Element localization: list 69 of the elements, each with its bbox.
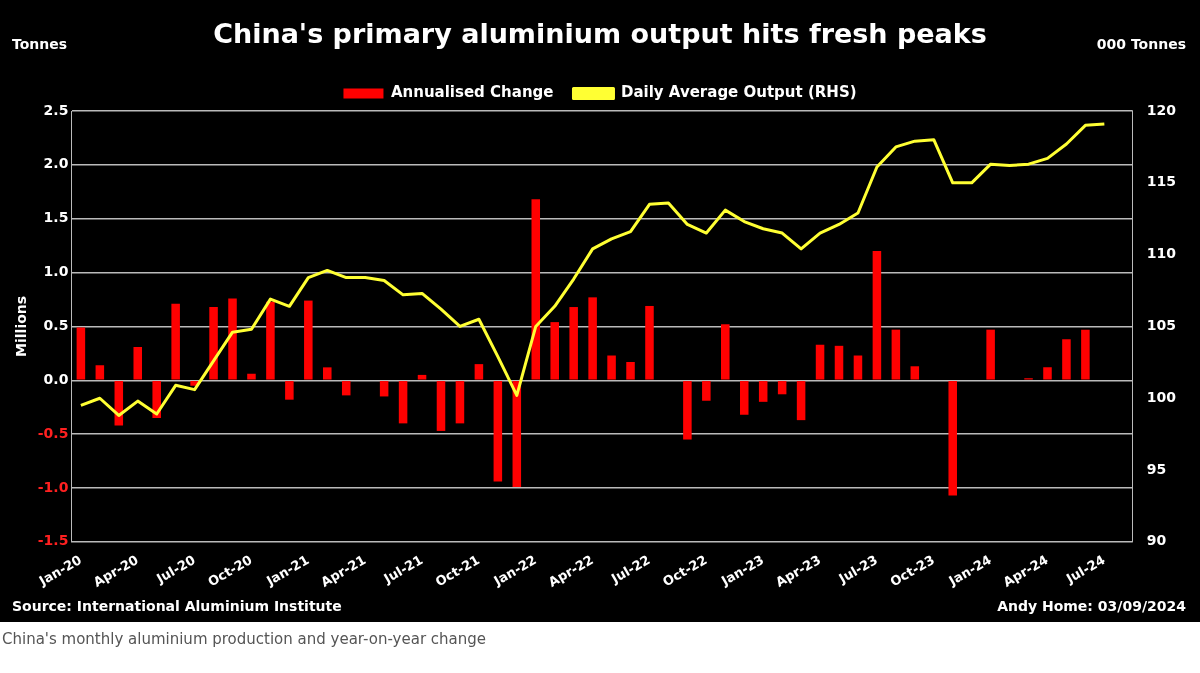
- bar: [702, 381, 711, 401]
- y-tick-label: -1.5: [37, 532, 69, 549]
- bar: [398, 381, 408, 424]
- source-note: Source: International Aluminium Institute: [12, 598, 342, 614]
- bar: [796, 381, 806, 421]
- y2-tick-label: 110: [1146, 245, 1177, 262]
- y-tick-label: 2.5: [43, 101, 69, 118]
- y-tick-label: -0.5: [37, 424, 69, 441]
- chart-title: China's primary aluminium output hits fresh peaks: [213, 18, 987, 49]
- bar: [645, 305, 654, 380]
- bar: [417, 374, 427, 380]
- bar: [474, 364, 484, 380]
- bar: [1081, 329, 1090, 380]
- bar: [626, 361, 635, 380]
- y2-axis-title: 000 Tonnes: [1096, 36, 1186, 52]
- bar: [493, 381, 503, 482]
- bar: [853, 355, 863, 380]
- y2-tick-label: 95: [1146, 460, 1167, 477]
- y-tick-label: -1.0: [37, 478, 69, 495]
- bar: [171, 303, 180, 380]
- y-tick-label: 1.5: [43, 209, 69, 226]
- bar: [1043, 367, 1052, 380]
- bar: [986, 329, 995, 380]
- bar: [550, 322, 559, 380]
- bar: [1062, 339, 1071, 380]
- bar: [531, 199, 541, 380]
- bar: [76, 327, 86, 380]
- bar: [815, 344, 825, 380]
- bar: [247, 373, 256, 380]
- bar: [872, 251, 882, 380]
- bar: [228, 298, 237, 380]
- legend-label: Annualised Change: [390, 83, 554, 102]
- bar: [588, 297, 597, 380]
- text: China's monthly aluminium production and year-on-year change: [2, 630, 487, 648]
- y-tick-label: 0.5: [43, 317, 69, 334]
- y2-tick-label: 90: [1146, 532, 1167, 549]
- bar: [455, 381, 465, 424]
- bar: [436, 381, 446, 431]
- legend-label: Daily Average Output (RHS): [620, 83, 857, 102]
- text: Andy Home: 03/09/2024: [997, 598, 1186, 614]
- y2-tick-label: 105: [1146, 317, 1177, 334]
- bar: [758, 381, 768, 402]
- y-tick-label: 1.0: [43, 263, 69, 280]
- text: Tonnes: [12, 36, 68, 52]
- bar: [323, 367, 332, 380]
- y2-tick-label: 115: [1146, 173, 1177, 190]
- bar: [891, 329, 901, 380]
- bar: [569, 307, 578, 380]
- bar: [209, 307, 218, 380]
- bar: [777, 381, 787, 395]
- bar: [341, 381, 351, 396]
- y-tick-label: 0.0: [43, 370, 69, 387]
- bar: [834, 345, 844, 380]
- bar: [910, 366, 920, 380]
- bar: [133, 346, 143, 380]
- bar: [683, 381, 692, 440]
- bar: [721, 324, 730, 380]
- bar: [379, 381, 389, 397]
- bar: [266, 301, 275, 380]
- y-axis-title: Millions: [13, 295, 30, 357]
- bar: [285, 381, 294, 400]
- y-tick-label: 2.0: [43, 155, 69, 172]
- y2-tick-label: 100: [1146, 388, 1177, 405]
- bar: [607, 355, 616, 380]
- bar: [739, 381, 749, 415]
- y2-tick-label: 120: [1146, 101, 1177, 118]
- bar: [95, 365, 105, 380]
- bar: [304, 300, 313, 380]
- bar: [948, 381, 957, 496]
